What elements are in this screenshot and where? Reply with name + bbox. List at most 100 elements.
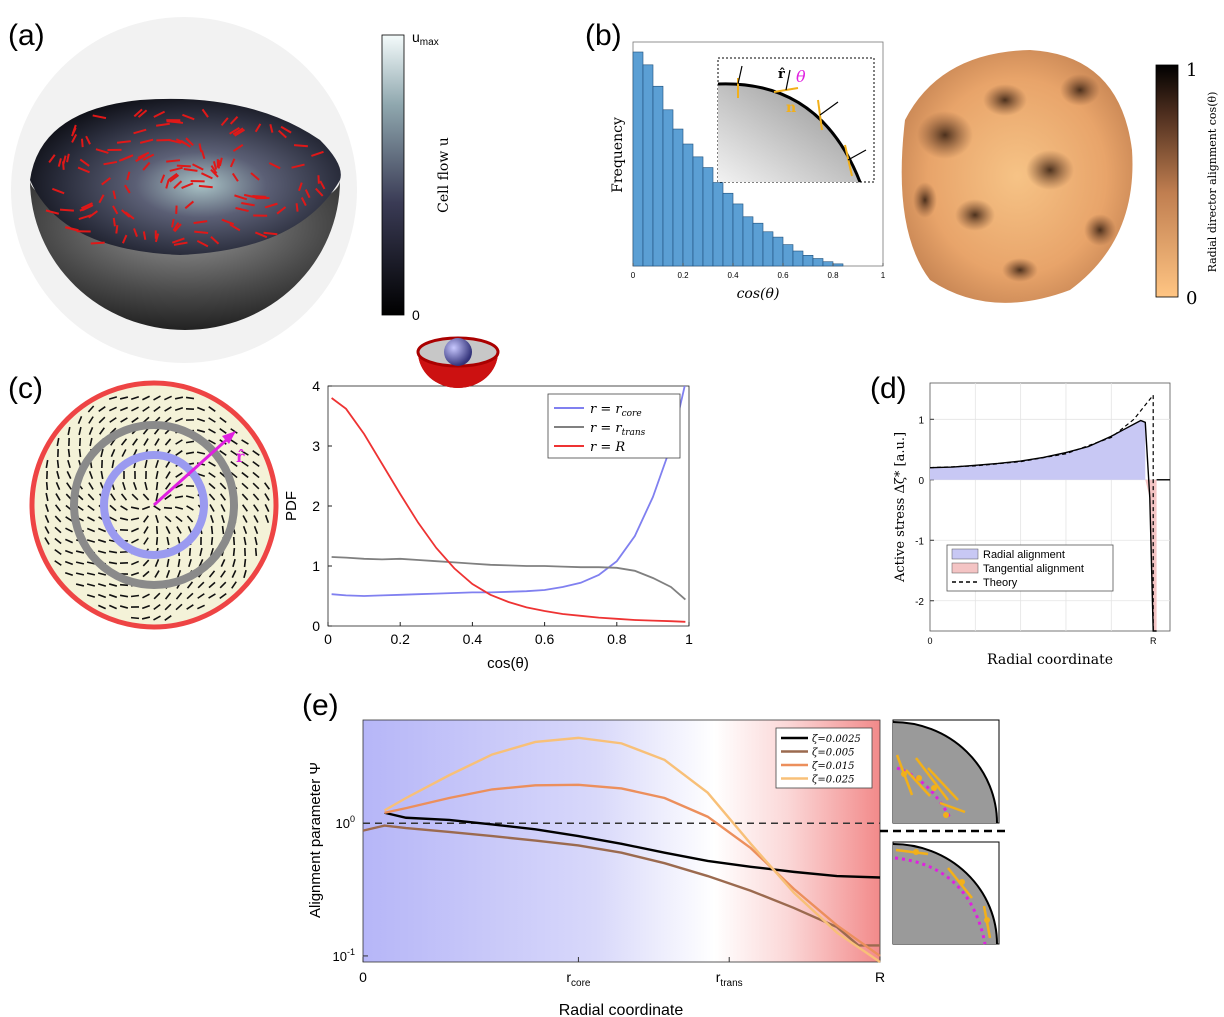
director-dash: [291, 163, 305, 169]
colorbar-b-max: 1: [1186, 60, 1197, 81]
director-dash: [124, 184, 131, 194]
director-dash: [196, 240, 209, 248]
director-dash: [293, 144, 308, 148]
hist-bar: [742, 216, 754, 267]
director-dash: [100, 470, 104, 480]
panel-e: (e) 10-1 100 0 rcore rtrans R Radial coordina…: [302, 689, 1008, 1017]
director-dash: [252, 493, 260, 501]
director-dash: [164, 494, 172, 500]
psi-legend-label: ζ=0.025: [812, 775, 854, 786]
hist-bars: [632, 51, 844, 267]
director-dash: [88, 416, 94, 424]
director-dash: [197, 581, 205, 589]
director-dash: [221, 514, 225, 524]
director-dash: [192, 163, 204, 171]
director-dash: [78, 426, 82, 436]
director-dash: [54, 537, 62, 545]
director-dash: [264, 482, 270, 490]
hist-bar: [652, 85, 664, 267]
director-dash: [219, 450, 227, 456]
director-dash: [155, 459, 159, 469]
director-dash: [173, 241, 188, 246]
director-dash: [141, 505, 151, 511]
director-dash: [232, 143, 244, 152]
director-dash: [108, 550, 118, 554]
director-dash: [97, 550, 107, 554]
director-dash: [175, 603, 183, 611]
director-dash: [130, 571, 140, 577]
director-dash: [112, 190, 117, 200]
director-dash: [64, 226, 79, 232]
stress-legend-swatch: [951, 562, 979, 574]
director-dash: [54, 504, 62, 512]
director-dash: [186, 592, 194, 600]
director-dash: [165, 179, 170, 189]
psi-xlabel: Radial coordinate: [559, 1002, 684, 1017]
director-dash: [110, 449, 116, 457]
director-dash: [243, 536, 247, 546]
director-dash: [252, 450, 260, 456]
director-dash: [153, 405, 161, 413]
director-dash: [175, 592, 183, 600]
director-dash: [154, 570, 160, 578]
director-dash: [87, 516, 95, 522]
director-dash: [67, 459, 71, 469]
panel-letter-e: (e): [302, 689, 339, 722]
director-dash: [121, 154, 134, 161]
director-dash: [120, 438, 128, 446]
director-dash: [132, 481, 138, 491]
director-dash: [166, 558, 170, 568]
director-dash: [45, 459, 49, 469]
director-dash: [164, 515, 172, 523]
director-dash: [229, 158, 236, 168]
director-dash: [171, 218, 175, 228]
director-dash: [45, 503, 49, 513]
director-dash: [276, 206, 287, 215]
pdf-legend-label: r = rcore: [590, 402, 642, 419]
director-dash: [277, 129, 287, 139]
director-dash: [171, 237, 185, 244]
director-dash: [165, 569, 171, 579]
director-dash: [98, 416, 106, 424]
director-dash: [219, 593, 227, 599]
director-dash: [142, 493, 150, 501]
director-dash: [220, 570, 226, 578]
director-dash: [130, 517, 140, 521]
director-dash: [185, 495, 195, 499]
director-dash: [116, 140, 131, 144]
director-dash: [144, 481, 148, 491]
director-dash: [59, 208, 74, 212]
psi-xtick-label: rtrans: [716, 969, 743, 989]
director-dash: [142, 406, 150, 412]
director-dash: [119, 396, 129, 400]
stress-legend-label: Radial alignment: [983, 549, 1065, 561]
director-dash: [298, 182, 303, 192]
director-dash: [208, 406, 216, 412]
director-dash: [208, 581, 216, 589]
director-dash: [231, 570, 237, 578]
director-dash: [130, 506, 140, 510]
director-dash: [75, 550, 85, 554]
director-dash: [78, 448, 82, 458]
director-dash: [198, 143, 203, 153]
director-dash: [234, 128, 246, 137]
director-dash: [175, 483, 183, 489]
director-dash: [142, 559, 150, 567]
director-dash: [155, 514, 159, 524]
director-dash: [154, 233, 160, 243]
director-dash: [155, 481, 159, 491]
director-dash: [133, 108, 143, 118]
director-dash: [208, 482, 216, 490]
director-dash: [86, 561, 96, 565]
director-dash: [169, 166, 183, 172]
director-dash: [119, 517, 129, 521]
stress-legend-swatch: [951, 548, 979, 560]
director-dash: [66, 471, 72, 479]
director-dash: [229, 223, 241, 232]
director-dash: [77, 166, 90, 174]
director-dash: [253, 515, 259, 523]
director-dash: [110, 493, 116, 501]
director-dash: [132, 438, 138, 446]
director-dash: [155, 492, 159, 502]
stress-legend-label: Theory: [983, 577, 1018, 589]
